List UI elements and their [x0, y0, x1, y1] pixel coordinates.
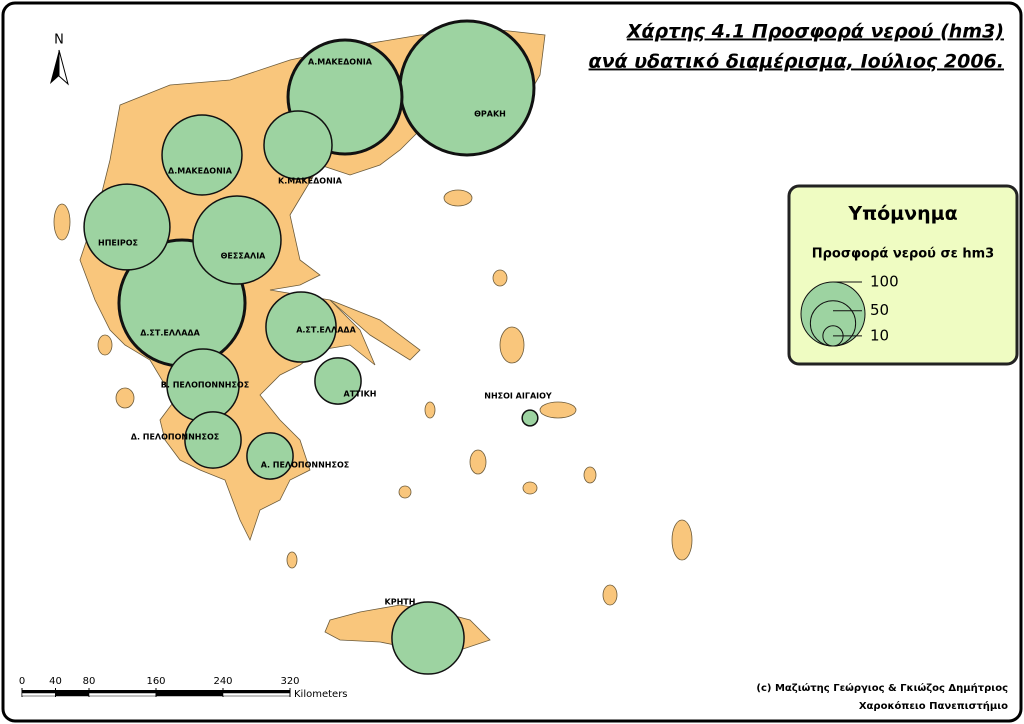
island — [443, 189, 473, 207]
title: Χάρτης 4.1 Προσφορά νερού (hm3) ανά υδατ… — [589, 21, 1004, 73]
scale-bar: 0 40 80 160 240 320 Kilometers — [19, 676, 348, 700]
island — [97, 334, 113, 356]
scale-tick-label: 240 — [213, 676, 232, 687]
region-circle — [263, 110, 333, 180]
region-circle — [184, 411, 242, 469]
region-label: Α.ΣΤ.ΕΛΛΑΔΑ — [296, 326, 356, 335]
region-label: ΗΠΕΙΡΟΣ — [98, 239, 138, 248]
scale-segment — [55, 690, 89, 693]
region-label: Β. ΠΕΛΟΠΟΝΝΗΣΟΣ — [161, 381, 249, 390]
legend-subtitle: Προσφορά νερού σε hm3 — [812, 247, 994, 262]
island — [492, 269, 508, 287]
scale-segment — [88, 692, 157, 697]
region-label: ΘΕΣΣΑΛΙΑ — [221, 252, 267, 261]
scale-segment — [155, 692, 224, 697]
title-line: Χάρτης 4.1 Προσφορά νερού (hm3) — [626, 21, 1004, 43]
island — [398, 485, 412, 499]
evia — [329, 299, 421, 361]
regions: ΘΡΑΚΗ Α.ΜΑΚΕΔΟΝΙΑ Κ.ΜΑΚΕΔΟΝΙΑ Δ.ΜΑΚΕΔΟΝΙΑ Δ.… — [83, 19, 552, 675]
region-label: Α. ΠΕΛΟΠΟΝΝΗΣΟΣ — [261, 461, 349, 470]
arrow-left — [50, 50, 59, 84]
scale-segment — [89, 690, 156, 693]
region-label: Δ.ΜΑΚΕΔΟΝΙΑ — [168, 167, 233, 176]
scale-tick-label: 40 — [49, 676, 62, 687]
region-label: ΚΡΗΤΗ — [385, 598, 416, 607]
region-label: Δ. ΠΕΛΟΠΟΝΝΗΣΟΣ — [131, 433, 219, 442]
region-label: Α.ΜΑΚΕΔΟΝΙΑ — [308, 58, 373, 67]
island — [424, 401, 436, 419]
region-circle — [314, 357, 362, 405]
credit-line: (c) Μαζιώτης Γεώργιος & Γκιώζος Δημήτριο… — [756, 682, 1008, 694]
north-label: N — [54, 33, 64, 48]
island — [539, 401, 577, 419]
scale-segment — [222, 692, 291, 697]
title-line: ανά υδατικό διαμέρισμα, Ιούλιος 2006. — [589, 51, 1004, 73]
credit-line: Χαροκόπειο Πανεπιστήμιο — [859, 700, 1008, 712]
region-label: Κ.ΜΑΚΕΔΟΝΙΑ — [278, 177, 343, 186]
scale-unit: Kilometers — [294, 689, 348, 700]
island — [499, 326, 525, 364]
region-label: Δ.ΣΤ.ΕΛΛΑΔΑ — [140, 329, 200, 338]
legend-size-label: 50 — [870, 301, 889, 319]
region-circle — [391, 601, 465, 675]
arrow-right — [58, 49, 69, 86]
scale-segment — [55, 692, 90, 697]
region-circle — [398, 19, 536, 157]
island — [522, 481, 538, 495]
island — [469, 449, 487, 475]
scale-segment — [21, 692, 56, 697]
region-circle — [161, 114, 243, 196]
north-arrow: N — [50, 33, 69, 86]
region-circle — [521, 409, 539, 427]
island — [583, 466, 597, 484]
region-label: ΘΡΑΚΗ — [474, 110, 506, 119]
legend-size-label: 10 — [870, 326, 889, 344]
scale-segment — [156, 690, 223, 693]
scale-tick-label: 0 — [19, 676, 25, 687]
credits: (c) Μαζιώτης Γεώργιος & Γκιώζος Δημήτριο… — [756, 682, 1008, 712]
legend: Υπόμνημα Προσφορά νερού σε hm3 100 50 10 — [787, 184, 1019, 366]
region-circle — [192, 195, 282, 285]
region-circle — [265, 291, 337, 363]
region-circle — [246, 432, 294, 480]
scale-segment — [223, 690, 290, 693]
region-label: ΑΤΤΙΚΗ — [344, 390, 377, 399]
island — [286, 551, 298, 569]
island — [115, 387, 135, 409]
scale-segment — [22, 690, 56, 693]
scale-tick-label: 160 — [146, 676, 165, 687]
region-label: ΝΗΣΟΙ ΑΙΓΑΙΟΥ — [484, 392, 552, 401]
scale-tick-label: 320 — [280, 676, 299, 687]
legend-title: Υπόμνημα — [847, 203, 957, 225]
island — [602, 584, 618, 606]
island — [671, 519, 693, 561]
legend-size-label: 100 — [870, 273, 899, 291]
island — [53, 203, 71, 241]
region-circle — [83, 183, 171, 271]
scale-tick-label: 80 — [83, 676, 96, 687]
